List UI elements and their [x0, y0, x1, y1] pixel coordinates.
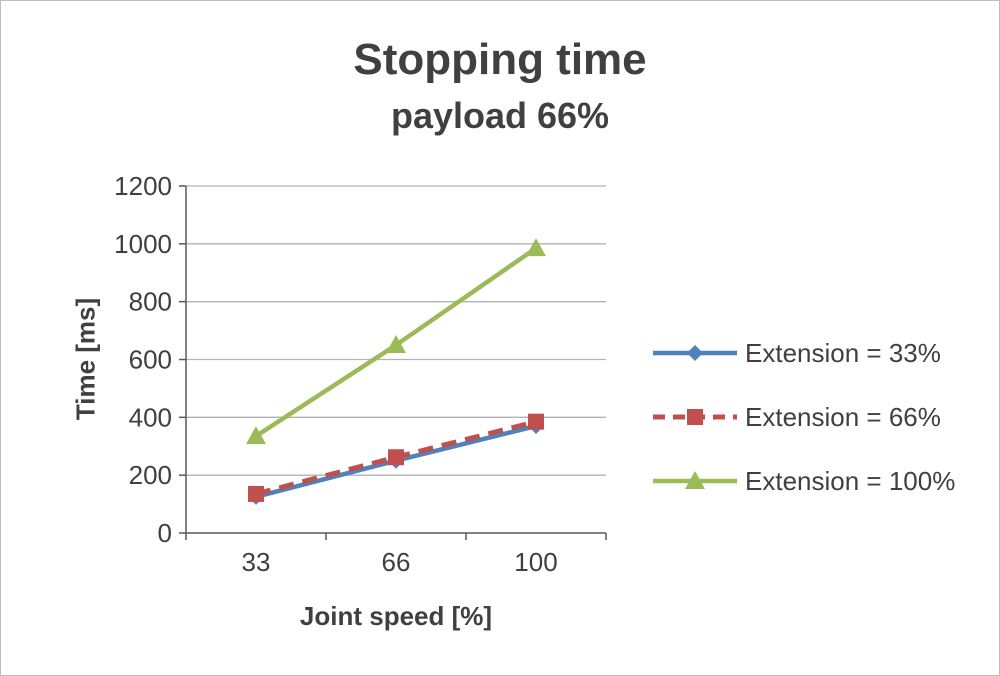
x-tick-label: 100 [514, 547, 557, 577]
legend: Extension = 33% Extension = 66% Extension … [651, 337, 955, 497]
y-tick-label: 200 [129, 460, 172, 490]
legend-label: Extension = 33% [745, 337, 941, 368]
square-marker-icon [528, 413, 544, 430]
x-tick-label: 66 [382, 547, 411, 577]
legend-label: Extension = 100% [745, 465, 956, 496]
square-marker-icon [248, 485, 264, 502]
x-axis-title: Joint speed [%] [299, 601, 493, 631]
triangle-marker-icon [386, 335, 406, 354]
legend-key-icon [653, 409, 737, 425]
triangle-marker-icon [246, 426, 266, 445]
legend-key-icon [653, 345, 737, 361]
diamond-marker-icon [687, 345, 703, 361]
chart-title: Stopping time [353, 35, 647, 84]
y-tick-label: 1200 [114, 171, 172, 201]
square-marker-icon [687, 409, 703, 425]
triangle-marker-icon [685, 471, 705, 489]
legend-item: Extension = 100% [651, 465, 955, 497]
y-tick-label: 1000 [114, 229, 172, 259]
y-tick-label: 800 [129, 287, 172, 317]
legend-item: Extension = 66% [651, 401, 955, 433]
y-tick-label: 0 [158, 518, 172, 548]
triangle-marker-icon [526, 238, 546, 257]
chart-subtitle: payload 66% [390, 95, 610, 136]
y-tick-label: 400 [129, 402, 172, 432]
square-marker-icon [388, 449, 404, 466]
x-tick-label: 33 [242, 547, 271, 577]
legend-item: Extension = 33% [651, 337, 955, 369]
legend-label: Extension = 66% [745, 401, 941, 432]
y-tick-label: 600 [129, 345, 172, 375]
legend-key-icon [653, 471, 737, 489]
